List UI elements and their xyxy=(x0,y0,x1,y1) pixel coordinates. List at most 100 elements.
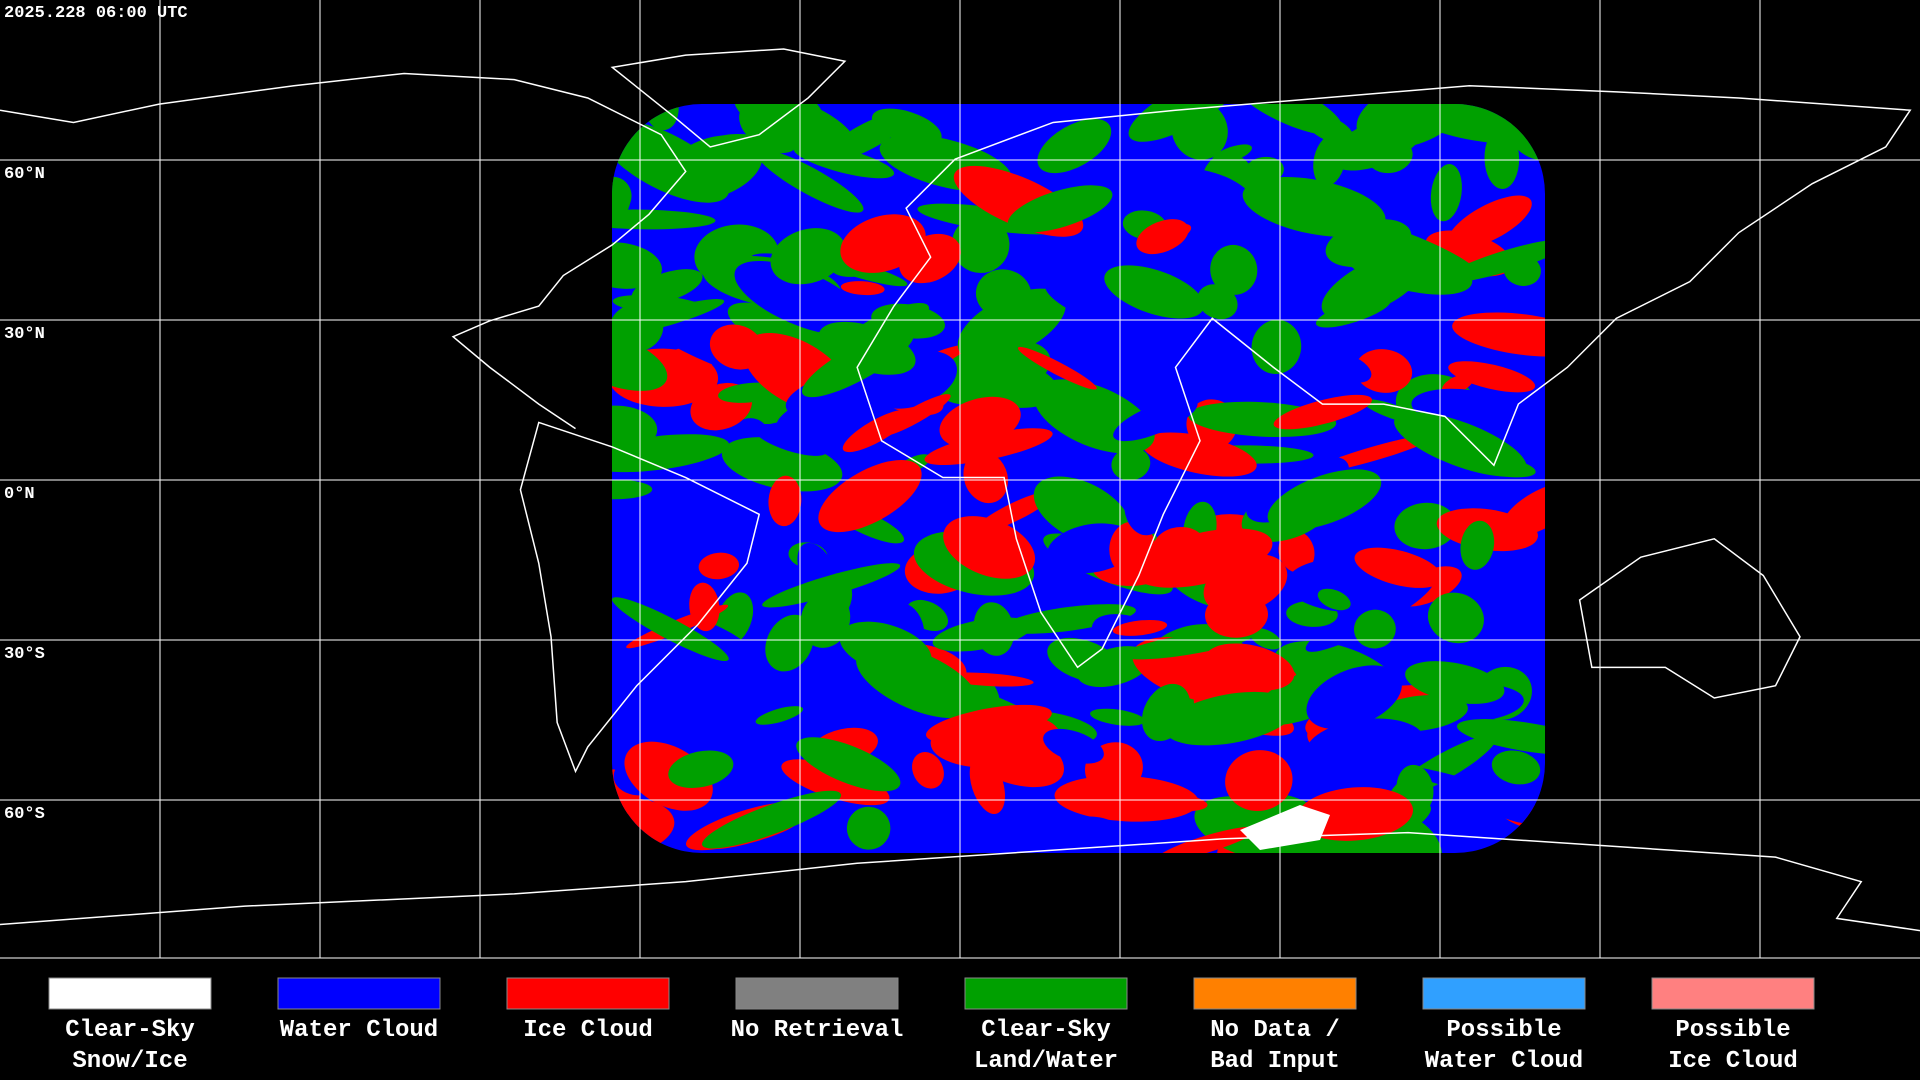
cloud-patch xyxy=(1043,728,1104,764)
cloud-patch xyxy=(973,602,1015,656)
satellite-swath xyxy=(612,104,1545,853)
cloud-patch xyxy=(1045,282,1139,331)
cloud-patch xyxy=(612,120,730,203)
legend-swatch xyxy=(277,977,441,1010)
cloud-patch xyxy=(1484,127,1520,189)
cloud-patch xyxy=(844,302,930,349)
latitude-labels: 60°N 30°N 0°N 30°S 60°S xyxy=(4,165,45,824)
cloud-patch xyxy=(1356,104,1464,149)
cloud-patch xyxy=(1460,520,1495,570)
cloud-patch xyxy=(1249,628,1282,650)
cloud-patch xyxy=(1090,708,1145,726)
cloud-patch xyxy=(734,260,867,336)
legend-swatch xyxy=(1651,977,1815,1010)
latitude-label: 30°S xyxy=(4,645,45,664)
cloud-patch xyxy=(1242,176,1386,237)
cloud-patch xyxy=(1491,750,1541,785)
cloud-patch xyxy=(1267,469,1382,531)
cloud-patch xyxy=(1306,718,1425,774)
legend-label: Ice Cloud xyxy=(1668,1048,1798,1075)
cloud-patch xyxy=(1171,104,1228,160)
latitude-label: 30°N xyxy=(4,325,45,344)
cloud-patch xyxy=(612,698,687,727)
legend-swatch xyxy=(964,977,1128,1010)
cloud-patch xyxy=(1456,719,1545,755)
cloud-patch xyxy=(1306,665,1402,730)
cloud-patch xyxy=(1001,604,1136,634)
legend-label: Clear-Sky xyxy=(65,1017,195,1044)
cloud-patch xyxy=(1164,691,1296,746)
north-america xyxy=(0,73,686,428)
cloud-patch xyxy=(1141,223,1192,249)
legend-swatch xyxy=(1422,977,1586,1010)
cloud-patch xyxy=(1204,643,1295,691)
cloud-patch xyxy=(1017,346,1097,390)
cloud-patch xyxy=(781,759,890,806)
cloud-patch xyxy=(612,479,653,500)
cloud-patch xyxy=(1315,315,1455,374)
cloud-patch xyxy=(612,295,708,316)
cloud-patch xyxy=(612,434,730,473)
cloud-patch xyxy=(1156,826,1258,853)
cloud-patch xyxy=(802,328,915,398)
cloud-patch xyxy=(839,621,932,675)
cloud-patch xyxy=(951,215,1010,273)
legend-label: No Data / xyxy=(1210,1017,1340,1044)
cloud-patch xyxy=(1212,144,1253,164)
cloud-patch xyxy=(1104,265,1205,319)
latitude-label: 60°N xyxy=(4,165,45,184)
legend-swatch xyxy=(1193,977,1357,1010)
cloud-patch xyxy=(1034,816,1119,853)
cloud-patch xyxy=(762,563,901,608)
cloud-patch xyxy=(840,281,885,296)
cloud-patch xyxy=(612,176,632,215)
cloud-patch xyxy=(953,357,1058,408)
cloud-patch xyxy=(1113,397,1198,442)
cloud-patch xyxy=(1244,156,1284,185)
cloud-patch xyxy=(709,324,764,370)
timestamp: 2025.228 06:00 UTC xyxy=(4,4,188,23)
legend-label: Bad Input xyxy=(1210,1048,1340,1075)
cloud-patch xyxy=(612,242,662,289)
latitude-label: 60°S xyxy=(4,805,45,824)
legend-label: No Retrieval xyxy=(731,1017,904,1044)
cloud-patch xyxy=(1112,619,1168,636)
cloud-patch xyxy=(1203,554,1288,614)
cloud-patch xyxy=(1448,361,1536,393)
cloud-patch xyxy=(1354,609,1396,649)
cloud-patch xyxy=(1278,530,1315,573)
cloud-patch xyxy=(1503,254,1541,286)
cloud-patch xyxy=(818,459,922,533)
legend-label: Clear-Sky xyxy=(981,1017,1111,1044)
legend-label: Possible xyxy=(1446,1017,1561,1044)
cloud-patch xyxy=(796,737,901,792)
cloud-patch xyxy=(756,149,864,213)
cloud-patch xyxy=(1121,629,1257,660)
cloud-patch xyxy=(1007,185,1113,233)
greenland xyxy=(612,49,845,147)
cloud-patch xyxy=(755,706,804,725)
cloud-patch xyxy=(768,475,802,527)
antarctica xyxy=(0,833,1920,931)
cloud-patch xyxy=(846,806,891,850)
cloud-patch xyxy=(1405,661,1505,704)
cloud-patch xyxy=(1462,767,1545,825)
cloud-patch xyxy=(975,269,1032,319)
antarctic-ice xyxy=(1240,805,1330,850)
cloud-patch xyxy=(825,112,909,161)
cloud-patch xyxy=(1225,750,1293,812)
cloud-patch xyxy=(1366,138,1413,174)
legend-label: Possible xyxy=(1675,1017,1790,1044)
eurasia-africa xyxy=(857,86,1910,668)
legend-label: Water Cloud xyxy=(1425,1048,1583,1075)
cloud-patch xyxy=(840,214,926,273)
cloud-patch xyxy=(1354,547,1443,588)
cloud-patch xyxy=(1447,195,1532,249)
cloud-patch xyxy=(926,704,1052,744)
cloud-patch xyxy=(1501,482,1545,537)
cloud-patch xyxy=(1305,113,1354,145)
cloud-patch xyxy=(912,752,944,789)
legend-swatch xyxy=(48,977,212,1010)
cloud-patch xyxy=(1355,349,1413,393)
